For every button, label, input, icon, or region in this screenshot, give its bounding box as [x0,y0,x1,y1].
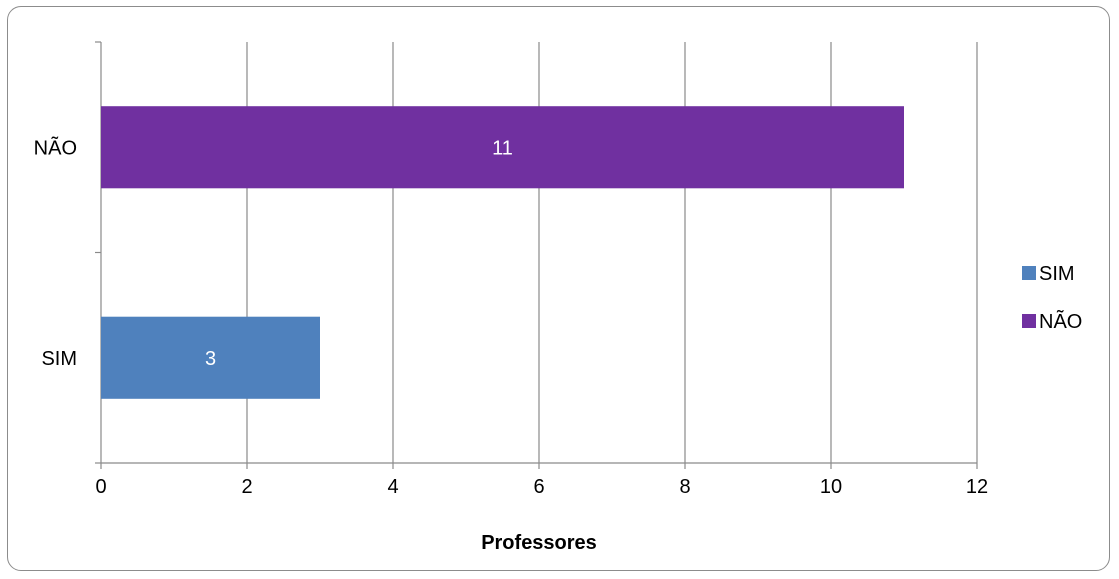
legend-swatch [1022,266,1036,280]
bar-sim [101,316,320,399]
x-axis-title: Professores [481,532,597,554]
y-tick-label: NÃO [34,135,77,159]
y-tick-label: SIM [41,348,77,370]
x-tick-label: 8 [679,476,690,498]
x-tick-label: 4 [387,476,398,498]
gridlines [246,42,978,463]
data-label: 11 [492,137,513,159]
legend: SIM NÃO [1022,263,1082,333]
chart-frame [7,6,1110,571]
data-label: 3 [205,348,216,370]
x-tick-label: 6 [533,476,544,498]
bar-nao [101,106,904,189]
y-tick-labels: SIM NÃO [34,135,77,370]
data-labels: 3 11 [205,137,513,370]
axes [95,41,978,469]
x-tick-label: 10 [820,476,842,498]
x-tick-labels: 0 2 4 6 8 10 12 [95,476,988,498]
x-tick-label: 2 [241,476,252,498]
x-tick-label: 12 [966,476,988,498]
legend-label: SIM [1039,263,1075,285]
legend-label: NÃO [1039,309,1082,333]
bars [101,106,904,399]
x-tick-label: 0 [95,476,106,498]
legend-swatch [1022,314,1036,328]
